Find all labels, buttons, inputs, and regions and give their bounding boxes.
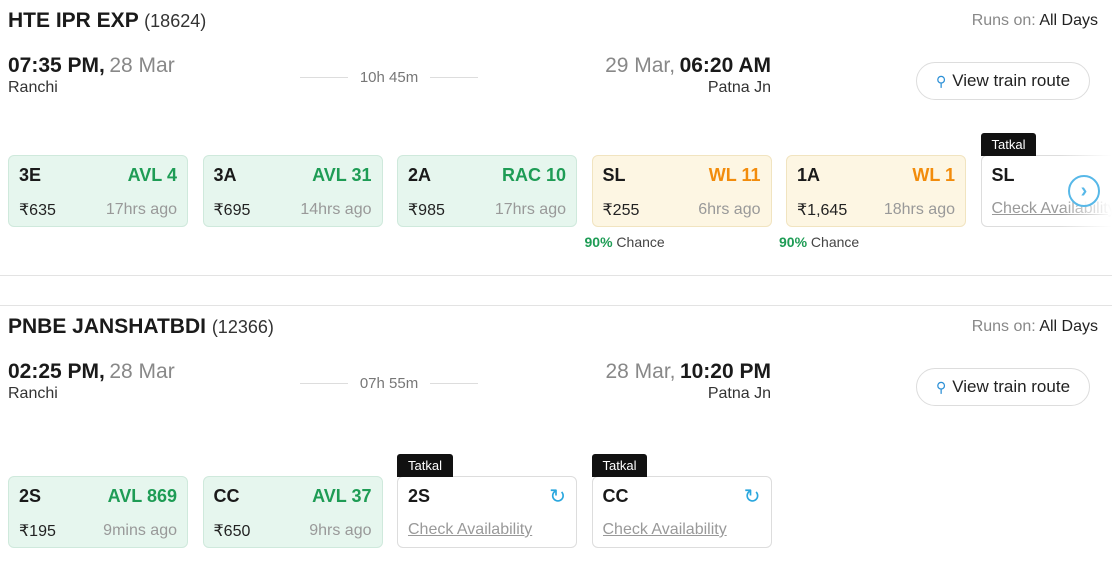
updated-time: 18hrs ago [883,201,955,218]
class-code: CC [602,486,629,506]
train-number: (12366) [211,317,274,337]
departure-station: Ranchi [8,385,58,402]
fare: ₹1,645 [797,202,848,219]
scroll-right-chevron-icon[interactable]: › [1068,175,1100,207]
duration: 10h 45m [300,69,478,86]
train-name[interactable]: PNBE JANSHATBDI (12366) [8,315,274,338]
fare: ₹650 [213,523,251,540]
availability-status: AVL 31 [312,165,372,185]
arrival-date: 29 Mar, [605,54,676,77]
divider [300,77,348,78]
divider [430,383,478,384]
fare: ₹635 [19,202,56,219]
class-card[interactable]: 3A AVL 31 ₹695 14hrs ago [202,155,383,227]
class-card[interactable]: CC AVL 37 ₹650 9hrs ago [202,476,383,548]
class-code: SL [991,165,1015,185]
updated-time: 14hrs ago [300,201,372,218]
availability-status: AVL 37 [312,486,372,506]
fare: ₹195 [19,523,56,540]
class-code: 2A [408,165,432,185]
updated-time: 9hrs ago [309,522,372,539]
check-availability-link[interactable]: Check Availability [408,521,533,538]
class-code: 2S [408,486,431,506]
class-card[interactable]: SL WL 11 ₹255 6hrs ago [591,155,772,227]
updated-time: 17hrs ago [494,201,566,218]
fare: ₹255 [602,202,640,219]
departure-time: 07:35 PM, [8,54,105,77]
tatkal-badge: Tatkal [980,133,1037,156]
refresh-icon[interactable]: ↻ [549,485,566,508]
fare: ₹695 [213,202,251,219]
fare: ₹985 [408,202,445,219]
train-card: HTE IPR EXP (18624) Runs on: All Days 07… [0,0,1112,276]
arrival-station: Patna Jn [707,79,771,96]
class-code: SL [602,165,626,185]
departure-date: 28 Mar [109,360,175,383]
train-number: (18624) [144,11,207,31]
class-card[interactable]: 2S AVL 869 ₹195 9mins ago [8,476,188,548]
departure-station: Ranchi [8,79,58,96]
class-code: 2S [19,486,42,506]
availability-status: WL 1 [912,165,955,185]
arrival: 29 Mar, 06:20 AM Patna Jn [605,54,771,97]
route-icon: ⚲ [935,378,947,395]
tatkal-badge: Tatkal [591,454,648,477]
departure-time: 02:25 PM, [8,360,105,383]
view-train-route-button[interactable]: ⚲ View train route [916,62,1090,100]
departure: 02:25 PM, 28 Mar Ranchi [8,360,175,403]
updated-time: 6hrs ago [698,201,761,218]
train-card: PNBE JANSHATBDI (12366) Runs on: All Day… [0,305,1112,572]
arrival-station: Patna Jn [707,385,771,402]
view-train-route-button[interactable]: ⚲ View train route [916,368,1090,406]
departure-date: 28 Mar [109,54,175,77]
check-availability-link[interactable]: Check Availability [602,521,727,538]
availability-status: AVL 4 [127,165,177,185]
arrival: 28 Mar, 10:20 PM Patna Jn [605,360,771,403]
train-name[interactable]: HTE IPR EXP (18624) [8,9,207,32]
updated-time: 9mins ago [103,522,177,539]
runs-on: Runs on: All Days [971,318,1098,335]
confirm-chance: 90% Chance [584,234,665,250]
availability-status: RAC 10 [501,165,566,185]
arrival-time: 06:20 AM [679,54,771,77]
class-code: 1A [797,165,821,185]
class-code: CC [213,486,240,506]
divider [300,383,348,384]
arrival-time: 10:20 PM [679,360,771,383]
availability-status: AVL 869 [107,486,177,506]
class-code: 3E [19,165,42,185]
updated-time: 17hrs ago [105,201,177,218]
class-card-tatkal[interactable]: Tatkal 2S ↻ Check Availability [397,454,577,548]
route-icon: ⚲ [935,72,947,89]
class-card[interactable]: 3E AVL 4 ₹635 17hrs ago [8,155,188,227]
tatkal-badge: Tatkal [397,454,453,477]
duration: 07h 55m [300,375,478,392]
departure: 07:35 PM, 28 Mar Ranchi [8,54,175,97]
divider [430,77,478,78]
confirm-chance: 90% Chance [779,234,860,250]
class-card[interactable]: 1A WL 1 ₹1,645 18hrs ago [786,155,966,227]
class-card[interactable]: 2A RAC 10 ₹985 17hrs ago [397,155,577,227]
class-card-tatkal[interactable]: Tatkal CC ↻ Check Availability [591,454,772,548]
class-code: 3A [213,165,237,185]
refresh-icon[interactable]: ↻ [743,485,761,508]
runs-on: Runs on: All Days [971,12,1098,29]
arrival-date: 28 Mar, [605,360,676,383]
availability-status: WL 11 [708,165,761,185]
